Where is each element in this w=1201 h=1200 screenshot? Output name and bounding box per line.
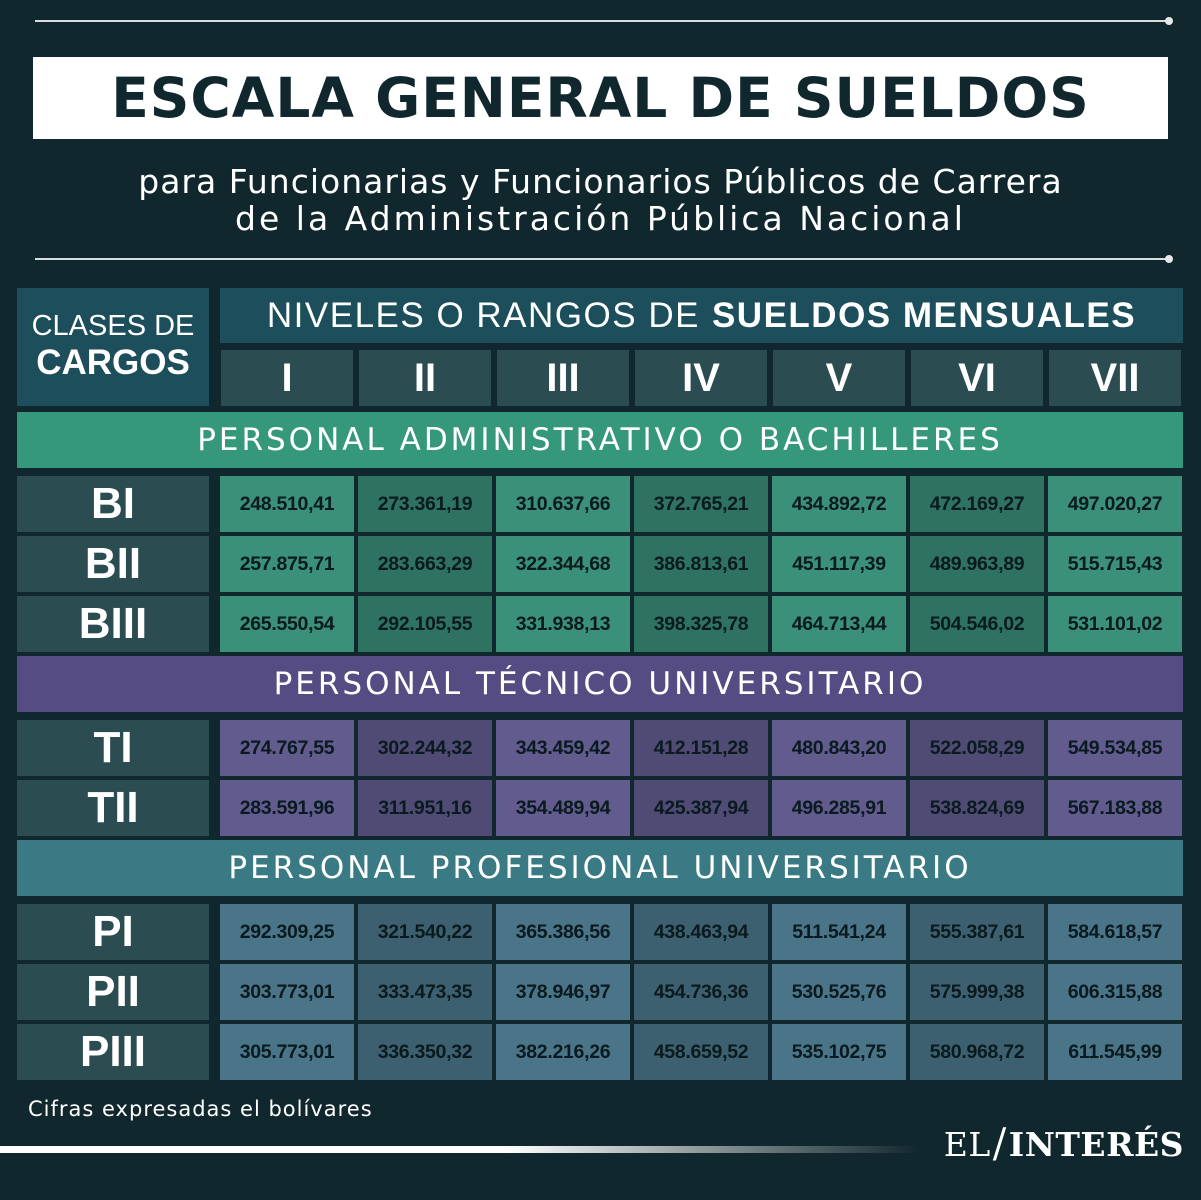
clases-label-line-1: CLASES DE [31, 310, 195, 342]
salary-cell: 354.489,94 [496, 780, 630, 836]
salary-cell: 538.824,69 [910, 780, 1044, 836]
subtitle-line-1: para Funcionarias y Funcionarios Público… [138, 162, 1063, 201]
salary-cell: 292.309,25 [220, 904, 354, 960]
salary-cell: 575.999,38 [910, 964, 1044, 1020]
level-header-4: IV [635, 350, 767, 406]
footnote: Cifras expresadas el bolívares [28, 1097, 373, 1121]
salary-cell: 336.350,32 [358, 1024, 492, 1080]
salary-cell: 511.541,24 [772, 904, 906, 960]
salary-cell: 274.767,55 [220, 720, 354, 776]
salary-cell: 515.715,43 [1048, 536, 1182, 592]
niveles-label-prefix: NIVELES O RANGOS DE [266, 295, 700, 335]
salary-cell: 451.117,39 [772, 536, 906, 592]
logo-text-el: EL [943, 1124, 991, 1164]
salary-cell: 292.105,55 [358, 596, 492, 652]
salary-cell: 302.244,32 [358, 720, 492, 776]
salary-cell: 567.183,88 [1048, 780, 1182, 836]
salary-cell: 489.963,89 [910, 536, 1044, 592]
salary-cell: 580.968,72 [910, 1024, 1044, 1080]
title-banner: ESCALA GENERAL DE SUELDOS [33, 57, 1168, 139]
salary-cell: 305.773,01 [220, 1024, 354, 1080]
el-interes-logo: EL / INTERÉS [926, 1121, 1184, 1167]
divider-dot [1165, 255, 1173, 263]
salary-cell: 497.020,27 [1048, 476, 1182, 532]
salary-cell: 283.591,96 [220, 780, 354, 836]
row-label: TII [17, 780, 209, 836]
salary-cell: 531.101,02 [1048, 596, 1182, 652]
logo-text-interes: INTERÉS [1008, 1124, 1184, 1164]
salary-cell: 522.058,29 [910, 720, 1044, 776]
level-header-2: II [359, 350, 491, 406]
salary-cell: 321.540,22 [358, 904, 492, 960]
top-divider [35, 17, 1173, 25]
salary-cell: 412.151,28 [634, 720, 768, 776]
row-label: BI [17, 476, 209, 532]
salary-cell: 480.843,20 [772, 720, 906, 776]
salary-cell: 584.618,57 [1048, 904, 1182, 960]
salary-cell: 283.663,29 [358, 536, 492, 592]
salary-cell: 434.892,72 [772, 476, 906, 532]
row-label: BII [17, 536, 209, 592]
page-title: ESCALA GENERAL DE SUELDOS [111, 66, 1090, 130]
salary-cell: 398.325,78 [634, 596, 768, 652]
clases-label-line-2: CARGOS [36, 343, 190, 382]
section-administrativo: PERSONAL ADMINISTRATIVO O BACHILLERES [17, 412, 1183, 468]
section-profesional: PERSONAL PROFESIONAL UNIVERSITARIO [17, 840, 1183, 896]
salary-cell: 606.315,88 [1048, 964, 1182, 1020]
salary-cell: 273.361,19 [358, 476, 492, 532]
salary-cell: 549.534,85 [1048, 720, 1182, 776]
salary-cell: 365.386,56 [496, 904, 630, 960]
middle-divider [35, 255, 1173, 263]
salary-cell: 378.946,97 [496, 964, 630, 1020]
salary-cell: 504.546,02 [910, 596, 1044, 652]
subtitle-line-2: de la Administración Pública Nacional [235, 199, 966, 238]
salary-cell: 265.550,54 [220, 596, 354, 652]
divider-dot [1165, 17, 1173, 25]
salary-cell: 454.736,36 [634, 964, 768, 1020]
salary-cell: 343.459,42 [496, 720, 630, 776]
row-label: PII [17, 964, 209, 1020]
salary-cell: 257.875,71 [220, 536, 354, 592]
salary-cell: 535.102,75 [772, 1024, 906, 1080]
salary-cell: 310.637,66 [496, 476, 630, 532]
row-label: PI [17, 904, 209, 960]
level-header-1: I [221, 350, 353, 406]
salary-cell: 311.951,16 [358, 780, 492, 836]
niveles-label-bold: SUELDOS MENSUALES [711, 295, 1137, 335]
salary-cell: 472.169,27 [910, 476, 1044, 532]
salary-cell: 530.525,76 [772, 964, 906, 1020]
salary-cell: 382.216,26 [496, 1024, 630, 1080]
bottom-bar [0, 1146, 920, 1153]
salary-cell: 386.813,61 [634, 536, 768, 592]
salary-cell: 248.510,41 [220, 476, 354, 532]
salary-cell: 438.463,94 [634, 904, 768, 960]
row-label: PIII [17, 1024, 209, 1080]
salary-cell: 331.938,13 [496, 596, 630, 652]
salary-cell: 425.387,94 [634, 780, 768, 836]
row-label: TI [17, 720, 209, 776]
salary-cell: 333.473,35 [358, 964, 492, 1020]
level-header-3: III [497, 350, 629, 406]
salary-cell: 496.285,91 [772, 780, 906, 836]
level-header-7: VII [1049, 350, 1181, 406]
section-tecnico: PERSONAL TÉCNICO UNIVERSITARIO [17, 656, 1183, 712]
niveles-header: NIVELES O RANGOS DE SUELDOS MENSUALES [220, 288, 1183, 343]
salary-cell: 322.344,68 [496, 536, 630, 592]
salary-cell: 458.659,52 [634, 1024, 768, 1080]
salary-cell: 611.545,99 [1048, 1024, 1182, 1080]
row-label: BIII [17, 596, 209, 652]
clases-header: CLASES DE CARGOS [17, 288, 209, 406]
level-header-5: V [773, 350, 905, 406]
logo-slash: / [992, 1121, 1007, 1167]
salary-cell: 555.387,61 [910, 904, 1044, 960]
salary-cell: 303.773,01 [220, 964, 354, 1020]
salary-cell: 464.713,44 [772, 596, 906, 652]
level-header-6: VI [911, 350, 1043, 406]
salary-cell: 372.765,21 [634, 476, 768, 532]
